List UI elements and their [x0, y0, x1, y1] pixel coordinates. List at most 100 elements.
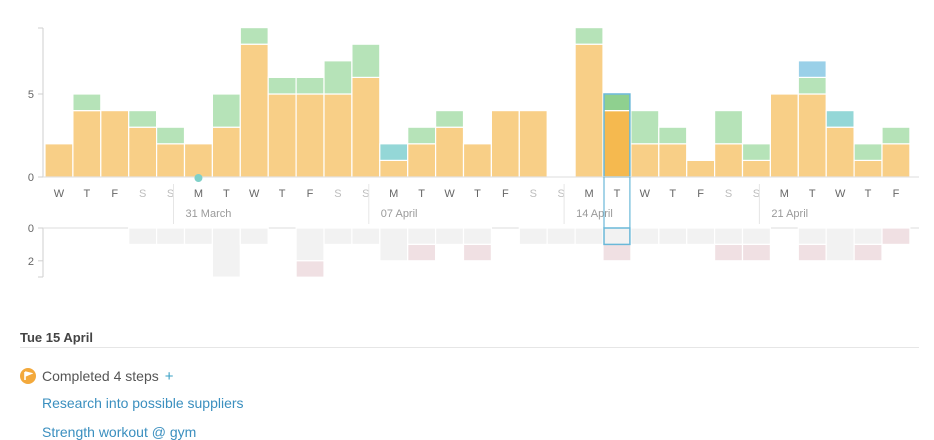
- bar-orange: [658, 143, 688, 178]
- lower-bar-gray: [602, 227, 632, 245]
- lower-bar-gray: [156, 227, 186, 245]
- day-label: S: [334, 188, 341, 200]
- bar-orange: [379, 159, 409, 178]
- today-marker: [194, 174, 203, 182]
- lower-y-tick-label: 2: [28, 256, 34, 268]
- lower-bar-gray: [379, 227, 409, 262]
- day-label: M: [584, 188, 593, 200]
- bar-orange: [686, 159, 716, 178]
- bar-orange: [183, 143, 213, 178]
- lower-bar-gray: [853, 227, 883, 245]
- lower-bar-gray: [630, 227, 660, 245]
- bar-orange: [490, 109, 520, 178]
- day-label: T: [418, 188, 425, 200]
- bar-green: [267, 76, 297, 95]
- bar-orange: [211, 126, 241, 178]
- lower-bar-gray: [574, 227, 604, 245]
- day-label: M: [194, 188, 203, 200]
- lower-bar-pink: [853, 243, 883, 262]
- lower-bar-gray: [183, 227, 213, 245]
- bar-orange: [881, 143, 911, 178]
- bar-orange: [769, 93, 799, 178]
- lower-bar-pink: [881, 227, 911, 245]
- bar-orange: [239, 43, 269, 178]
- bar-orange: [518, 109, 548, 178]
- day-label: M: [780, 188, 789, 200]
- day-label: S: [362, 188, 369, 200]
- activity-chart: 0 5 W T F S S M T W T F S S M T W T F S S M T W T F S S M T W T F 31 Marc…: [28, 27, 919, 278]
- day-label: W: [444, 188, 455, 200]
- bar-orange: [351, 76, 381, 178]
- day-label: F: [697, 188, 704, 200]
- lower-bar-pink: [462, 243, 492, 262]
- bar-green: [295, 76, 325, 95]
- bar-orange: [435, 126, 465, 178]
- bar-orange: [72, 109, 102, 178]
- day-label: T: [83, 188, 90, 200]
- bar-orange: [156, 143, 186, 178]
- bar-green: [72, 93, 102, 112]
- bar-orange: [602, 109, 632, 178]
- lower-bar-gray: [323, 227, 353, 245]
- bar-orange: [100, 109, 130, 178]
- lower-bar-gray: [825, 227, 855, 262]
- bar-teal: [825, 109, 855, 128]
- lower-bar-gray: [407, 227, 437, 245]
- bar-green: [797, 76, 827, 95]
- day-label: S: [557, 188, 564, 200]
- day-label: T: [223, 188, 230, 200]
- bar-green: [881, 126, 911, 145]
- bar-green: [853, 143, 883, 162]
- step-item-suppliers[interactable]: Research into possible suppliers: [42, 395, 244, 411]
- bar-green: [658, 126, 688, 145]
- lower-bar-gray: [741, 227, 771, 245]
- flag-icon: [20, 368, 36, 384]
- bar-green: [211, 93, 241, 128]
- bar-orange: [797, 93, 827, 178]
- bar-green: [351, 43, 381, 79]
- bar-green: [323, 60, 353, 95]
- lower-bar-pink: [797, 243, 827, 262]
- day-label: T: [669, 188, 676, 200]
- bar-teal: [379, 143, 409, 162]
- lower-bar-gray: [686, 227, 716, 245]
- bar-orange: [574, 43, 604, 178]
- day-label: F: [893, 188, 900, 200]
- day-label: W: [640, 188, 651, 200]
- day-label: F: [307, 188, 314, 200]
- bar-orange: [295, 93, 325, 178]
- lower-bar-gray: [239, 227, 269, 245]
- bar-orange: [462, 143, 492, 178]
- lower-y-tick-label: 0: [28, 223, 34, 235]
- bar-green: [128, 109, 158, 128]
- lower-bar-pink: [741, 243, 771, 262]
- bar-orange: [713, 143, 744, 178]
- bar-green: [239, 27, 269, 45]
- day-label: W: [249, 188, 260, 200]
- day-label: S: [139, 188, 146, 200]
- lower-bar-gray: [128, 227, 158, 245]
- bar-orange: [853, 159, 883, 178]
- add-step-button[interactable]: +: [164, 367, 174, 385]
- bar-orange: [267, 93, 297, 178]
- day-label: W: [835, 188, 846, 200]
- bar-orange: [630, 143, 660, 178]
- day-label: F: [502, 188, 509, 200]
- steps-summary: Completed 4 steps +: [20, 366, 174, 386]
- bar-orange: [407, 143, 437, 178]
- week-label: 07 April: [381, 208, 418, 220]
- steps-summary-text: Completed 4 steps: [42, 368, 159, 384]
- lower-bar-gray: [295, 227, 325, 262]
- bar-green: [156, 126, 186, 145]
- day-label: T: [809, 188, 816, 200]
- lower-bar-gray: [211, 227, 241, 278]
- day-label: S: [167, 188, 174, 200]
- week-label: 21 April: [771, 208, 808, 220]
- selected-date-title: Tue 15 April: [20, 330, 93, 345]
- step-item-workout[interactable]: Strength workout @ gym: [42, 424, 197, 440]
- day-label: T: [474, 188, 481, 200]
- bar-orange: [128, 126, 158, 178]
- bar-orange: [44, 143, 74, 178]
- bar-orange: [323, 93, 353, 178]
- bar-orange: [741, 159, 771, 178]
